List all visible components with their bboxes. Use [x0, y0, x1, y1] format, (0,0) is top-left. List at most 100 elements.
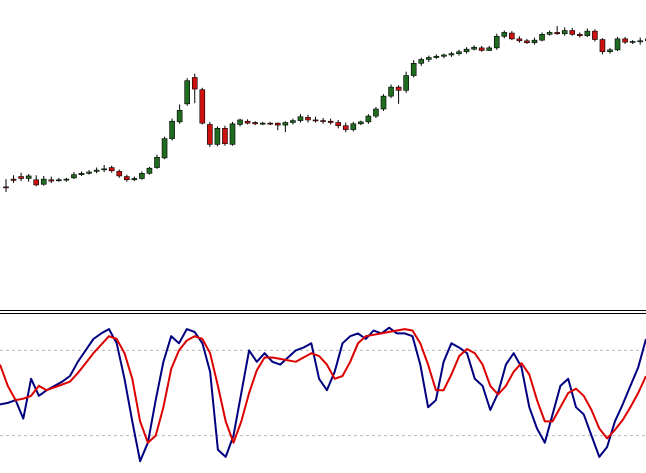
- candle-body: [493, 35, 500, 49]
- candle: [274, 122, 281, 131]
- candle-body: [607, 49, 613, 53]
- candle: [146, 166, 153, 175]
- candle: [592, 29, 598, 42]
- candle: [297, 114, 304, 123]
- candle-body: [524, 40, 530, 44]
- oscillator-pane: [0, 326, 646, 463]
- candle: [448, 51, 455, 57]
- candle: [139, 171, 145, 180]
- candle: [478, 45, 485, 52]
- candle: [3, 179, 9, 192]
- candle-body: [93, 169, 100, 172]
- candle: [25, 173, 32, 182]
- candle-body: [222, 128, 228, 145]
- candle-body: [207, 124, 213, 145]
- price-pane: [3, 26, 646, 192]
- candle: [229, 121, 236, 146]
- candle-body: [214, 128, 221, 145]
- candle: [546, 30, 553, 36]
- candle: [108, 165, 115, 173]
- candle: [433, 54, 440, 59]
- candle-body: [124, 176, 130, 181]
- candle-body: [327, 120, 334, 123]
- candle: [320, 118, 326, 124]
- candle-body: [425, 57, 432, 60]
- candle-body: [312, 119, 319, 122]
- candle: [607, 47, 613, 54]
- candle: [395, 85, 402, 104]
- candle-body: [554, 32, 560, 35]
- candle-body: [614, 38, 621, 51]
- candle-body: [154, 156, 160, 168]
- candle: [380, 94, 387, 111]
- candle-body: [569, 30, 576, 35]
- candle: [56, 177, 62, 182]
- candle-body: [56, 179, 62, 182]
- candle: [622, 36, 628, 45]
- candle: [486, 45, 493, 52]
- candle-body: [259, 122, 266, 125]
- candle: [576, 32, 583, 38]
- candle-body: [388, 86, 394, 97]
- candle-body: [48, 179, 55, 182]
- candle-body: [63, 178, 70, 181]
- candle-body: [335, 122, 342, 127]
- candle: [48, 176, 55, 183]
- candle: [327, 118, 334, 125]
- candle: [290, 118, 296, 125]
- candle-body: [395, 86, 402, 91]
- candle: [214, 126, 221, 147]
- candle: [629, 40, 636, 45]
- candle-body: [380, 95, 387, 110]
- candle-body: [25, 175, 32, 179]
- candle: [471, 45, 477, 51]
- candle-body: [199, 89, 206, 124]
- candle: [456, 49, 462, 56]
- candle: [516, 36, 523, 43]
- candle-body: [509, 32, 515, 40]
- candle: [388, 84, 394, 99]
- candle-body: [501, 32, 508, 37]
- candle: [524, 38, 530, 45]
- candle: [154, 154, 160, 169]
- candle: [282, 121, 289, 133]
- candle: [40, 175, 47, 186]
- candle-body: [433, 55, 440, 58]
- candle-body: [478, 47, 485, 51]
- candle: [418, 57, 425, 66]
- candle: [71, 172, 77, 180]
- candle-body: [10, 178, 17, 181]
- candle-body: [71, 174, 77, 179]
- candle: [342, 122, 349, 133]
- candle: [10, 175, 17, 183]
- candle-body: [629, 41, 636, 43]
- candle-body: [592, 30, 598, 40]
- candle: [531, 37, 538, 45]
- candle-body: [516, 38, 523, 42]
- oscillator-signal-line: [0, 328, 646, 444]
- candle-body: [365, 115, 372, 123]
- candle: [373, 107, 379, 119]
- candle: [305, 114, 311, 123]
- candle: [554, 26, 560, 36]
- candle-body: [3, 186, 9, 189]
- candle-body: [18, 176, 24, 179]
- candle-body: [116, 171, 123, 177]
- candle: [199, 87, 206, 125]
- candle: [161, 136, 168, 160]
- candle-body: [561, 30, 568, 35]
- candle: [561, 27, 568, 36]
- candle-body: [290, 120, 296, 123]
- candle: [93, 167, 100, 174]
- candle-body: [274, 122, 281, 126]
- candle-body: [252, 122, 258, 125]
- candle: [614, 36, 621, 52]
- candle: [191, 73, 198, 104]
- candle-body: [161, 138, 168, 159]
- oscillator-main-line: [0, 326, 646, 463]
- candle-body: [108, 167, 115, 172]
- candle-body: [463, 48, 470, 53]
- candle: [169, 118, 175, 141]
- candle-body: [101, 168, 107, 171]
